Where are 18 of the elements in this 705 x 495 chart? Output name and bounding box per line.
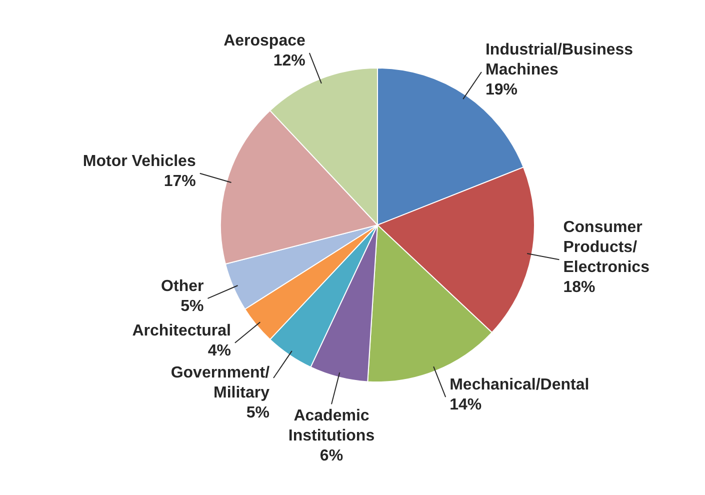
data-label: 19% <box>485 81 518 98</box>
slice-label: Industrial/Business Machines <box>485 41 634 78</box>
data-label: 18% <box>563 279 596 296</box>
slice-label: Consumer Products/Electronics <box>563 219 650 276</box>
data-label: 4% <box>208 342 231 360</box>
data-label: 17% <box>164 172 196 190</box>
slice-label: Architectural <box>132 322 231 340</box>
data-label: 5% <box>246 404 270 422</box>
slice-label: Mechanical/Dental <box>450 376 590 394</box>
data-label: 12% <box>273 52 306 70</box>
slice-label: Academic Institutions <box>288 408 375 445</box>
data-label: 5% <box>180 298 204 315</box>
data-label: 14% <box>450 396 482 414</box>
slice-label: Motor Vehicles <box>82 152 196 170</box>
slice-label: Government/Military <box>170 364 270 402</box>
slice-label: Other <box>161 278 204 295</box>
data-label: 6% <box>320 448 344 465</box>
slice-label: Aerospace <box>224 32 306 50</box>
